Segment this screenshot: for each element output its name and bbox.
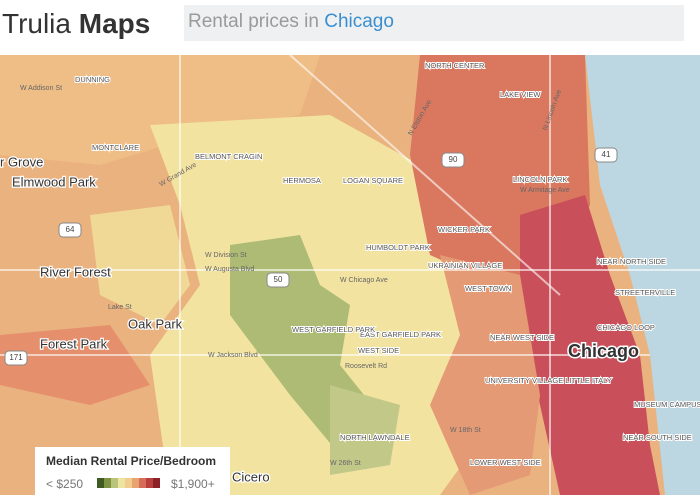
neighborhood-label: BELMONT CRAGIN	[195, 152, 262, 161]
city-label: Chicago	[568, 341, 639, 361]
legend-swatch	[111, 478, 118, 488]
legend-swatch	[139, 478, 146, 488]
place-label: River Forest	[40, 264, 111, 279]
neighborhood-label: LOGAN SQUARE	[343, 176, 403, 185]
neighborhood-label: MUSEUM CAMPUS	[634, 400, 700, 409]
roads	[0, 55, 700, 495]
region	[90, 205, 190, 325]
shield	[58, 222, 82, 238]
neighborhood-label: LAKE VIEW	[500, 90, 541, 99]
legend: Median Rental Price/Bedroom < $250 $1,90…	[35, 447, 230, 495]
neighborhood-label: WEST TOWN	[465, 284, 511, 293]
region	[430, 255, 540, 495]
highway-shield: 64	[58, 222, 82, 238]
neighborhood-label: LINCOLN PARK	[513, 175, 567, 184]
highway-label: 90	[449, 155, 458, 164]
search-box[interactable]: Rental prices in Chicago	[184, 5, 684, 41]
street-label: W Armitage Ave	[520, 187, 570, 194]
brand-name: Trulia	[2, 8, 71, 39]
map[interactable]: Chicago Elmwood Park River Forest Oak Park F…	[0, 55, 700, 495]
neighborhood-label: NEAR NORTH SIDE	[597, 257, 666, 266]
highway-label: 50	[274, 275, 283, 284]
street-label: Lake St	[108, 304, 132, 311]
shield	[594, 147, 618, 163]
neighborhood-label: NORTH LAWNDALE	[340, 433, 410, 442]
search-prefix: Rental prices in	[188, 11, 319, 32]
neighborhood-label: UNIVERSITY VILLAGE LITTLE ITALY	[485, 376, 612, 385]
legend-swatches	[97, 478, 160, 488]
legend-swatch	[97, 478, 104, 488]
street-label: W Jackson Blvd	[208, 352, 258, 359]
street-label: W Addison St	[20, 85, 62, 92]
highway-label: 64	[66, 225, 75, 234]
neighborhood-label: HUMBOLDT PARK	[366, 243, 430, 252]
neighborhood-label: MONTCLARE	[92, 143, 139, 152]
highway-shield: 50	[266, 272, 290, 288]
region	[0, 55, 320, 165]
neighborhood-label: NEAR SOUTH SIDE	[623, 433, 692, 442]
legend-swatch	[146, 478, 153, 488]
road	[289, 55, 561, 296]
neighborhood-label: WICKER PARK	[438, 225, 490, 234]
legend-swatch	[118, 478, 125, 488]
lake	[585, 55, 700, 495]
place-label: Elmwood Park	[12, 174, 96, 189]
highway-label: 171	[9, 353, 23, 362]
highway-shield: 171	[4, 350, 28, 366]
neighborhood-label: WEST SIDE	[358, 346, 399, 355]
neighborhood-label: WEST GARFIELD PARK	[292, 325, 375, 334]
neighborhood-label: HERMOSA	[283, 176, 321, 185]
place-label: Cicero	[232, 469, 270, 484]
place-label: Forest Park	[40, 336, 108, 351]
neighborhood-label: CHICAGO LOOP	[597, 323, 655, 332]
street-label: W Chicago Ave	[340, 277, 388, 284]
street-label: Roosevelt Rd	[345, 363, 387, 370]
region	[330, 385, 400, 475]
neighborhood-label: STREETERVILLE	[615, 288, 675, 297]
neighborhood-label: DUNNING	[75, 75, 110, 84]
neighborhood-label: NORTH CENTER	[425, 61, 485, 70]
street-label: W Augusta Blvd	[205, 266, 255, 273]
legend-min: < $250	[46, 477, 84, 491]
search-city[interactable]: Chicago	[324, 11, 394, 32]
legend-swatch	[104, 478, 111, 488]
place-label: r Grove	[0, 154, 43, 169]
brand[interactable]: Trulia Maps	[2, 8, 150, 40]
street-label: W 18th St	[450, 427, 481, 434]
street-label: W Division St	[205, 252, 247, 259]
highway-label: 41	[602, 150, 611, 159]
neighborhood-label: EAST GARFIELD PARK	[360, 330, 441, 339]
legend-swatch	[125, 478, 132, 488]
legend-title: Median Rental Price/Bedroom	[46, 454, 217, 468]
place-label: Oak Park	[128, 316, 183, 331]
shield	[266, 272, 290, 288]
highway-shield: 41	[594, 147, 618, 163]
highway-shield: 90	[441, 152, 465, 168]
legend-swatch	[132, 478, 139, 488]
legend-max: $1,900+	[171, 477, 215, 491]
shield	[4, 350, 28, 366]
legend-swatch	[153, 478, 160, 488]
neighborhood-label: NEAR WEST SIDE	[490, 333, 554, 342]
header: Trulia Maps Rental prices in Chicago	[0, 0, 700, 55]
street-label: W 26th St	[330, 460, 361, 467]
shield	[441, 152, 465, 168]
brand-product: Maps	[78, 8, 151, 39]
region	[0, 325, 150, 405]
neighborhood-label: UKRAINIAN VILLAGE	[428, 261, 502, 270]
neighborhood-label: LOWER WEST SIDE	[470, 458, 541, 467]
